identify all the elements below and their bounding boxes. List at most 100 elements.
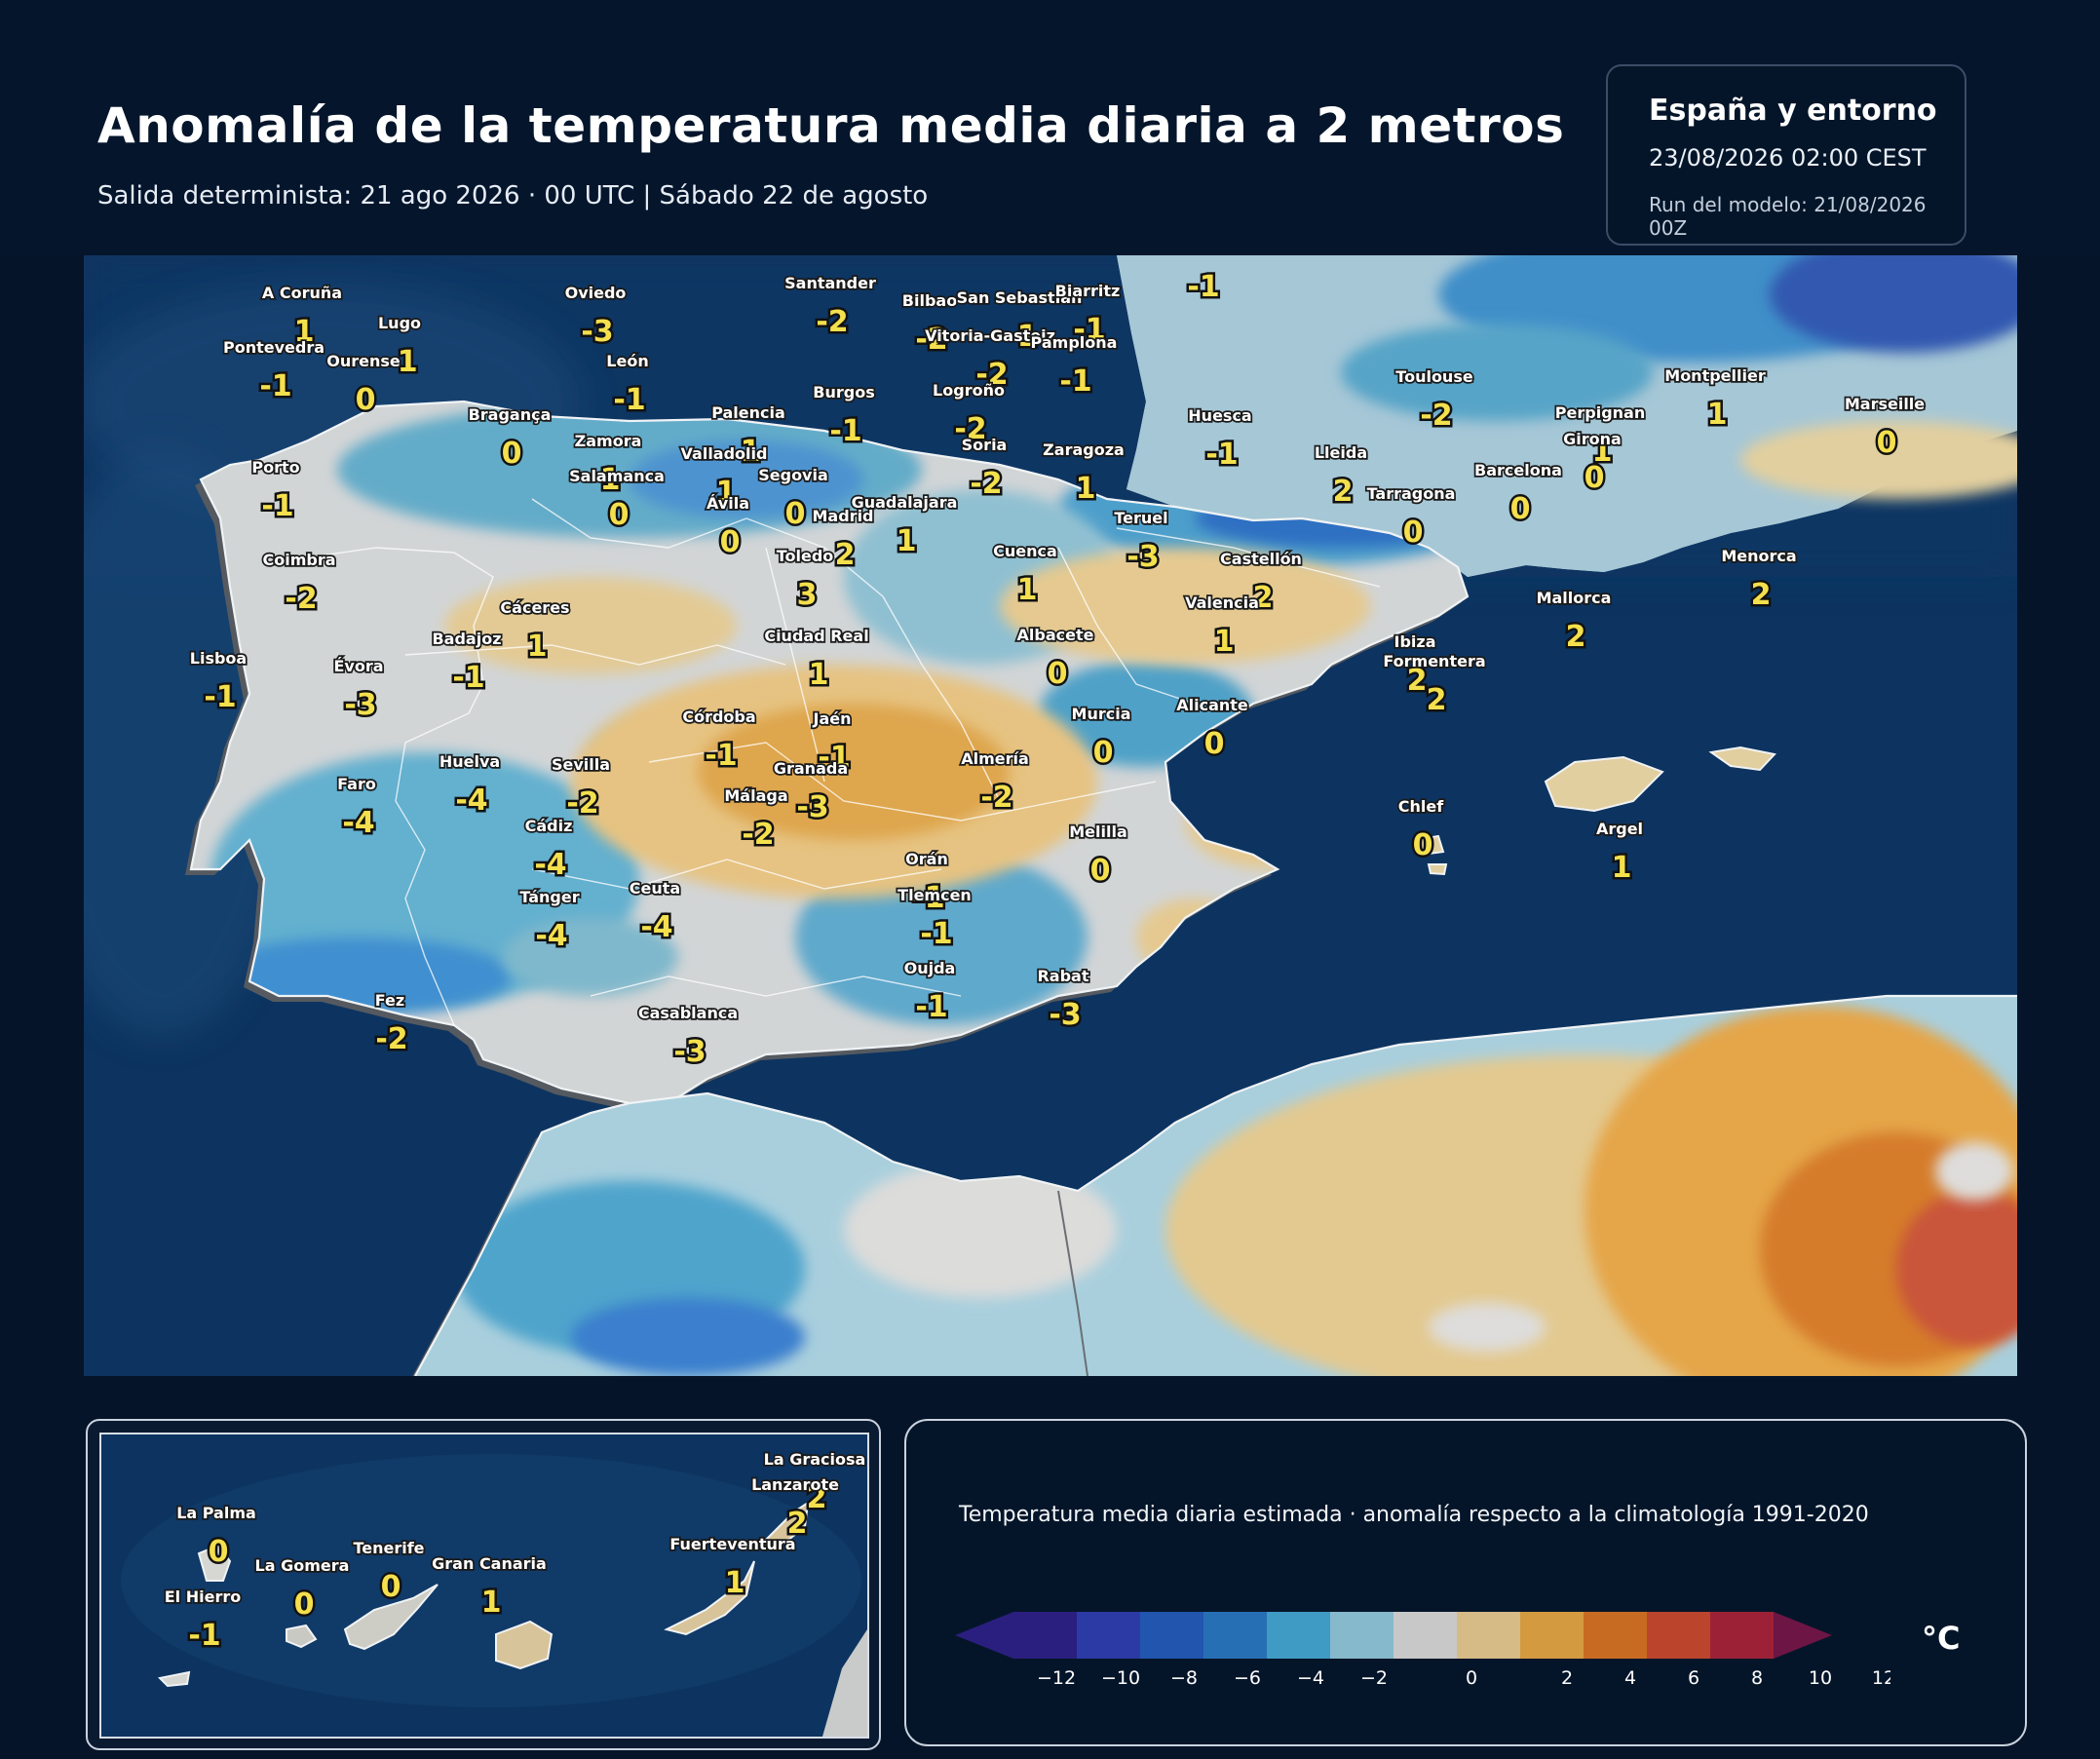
- anomaly-value-tanger: -4: [535, 919, 567, 953]
- place-label-la-gomera: La Gomera: [255, 1556, 350, 1575]
- anomaly-value-santander: -2: [816, 305, 848, 339]
- anomaly-value-a-coruna: 1: [294, 315, 315, 349]
- anomaly-value-alicante: 0: [1204, 727, 1225, 761]
- colorbar-cell: [1647, 1612, 1711, 1659]
- legend-panel: Temperatura media diaria estimada · anom…: [904, 1419, 2027, 1746]
- place-label-malaga: Málaga: [724, 786, 787, 805]
- place-label-oran: Orán: [905, 850, 948, 868]
- anomaly-value-huelva: -4: [455, 784, 487, 818]
- anomaly-value-rabat: -3: [1049, 998, 1081, 1032]
- place-label-caceres: Cáceres: [500, 598, 569, 617]
- place-label-formentera: Formentera: [1383, 652, 1485, 670]
- place-label-santander: Santander: [784, 274, 876, 292]
- header: Anomalía de la temperatura media diaria …: [0, 0, 2100, 255]
- main-map[interactable]: Bordeaux -1 A Coruña 1 Lugo -1 Oviedo -3 Santand…: [84, 255, 2017, 1376]
- place-label-montpellier: Montpellier: [1664, 366, 1766, 385]
- place-label-tenerife: Tenerife: [353, 1539, 424, 1557]
- place-label-coimbra: Coimbra: [262, 551, 335, 569]
- anomaly-value-tlemcen: -1: [920, 917, 952, 951]
- place-label-fuerteventura: Fuerteventura: [669, 1535, 795, 1553]
- place-label-oujda: Oujda: [904, 959, 956, 977]
- place-label-cordoba: Córdoba: [682, 707, 755, 726]
- colorbar-cell: [1140, 1612, 1204, 1659]
- colorbar-tick: 4: [1624, 1667, 1636, 1689]
- anomaly-value-granada: -3: [796, 790, 828, 824]
- anomaly-value-girona: 0: [1585, 461, 1605, 495]
- anomaly-value-braganca: 0: [502, 437, 522, 471]
- place-label-pontevedra: Pontevedra: [223, 338, 325, 357]
- anomaly-value-perpignan: 1: [1592, 435, 1613, 469]
- place-label-gran-canaria: Gran Canaria: [432, 1554, 547, 1573]
- anomaly-value-oran: -1: [912, 881, 944, 915]
- place-label-guadalajara: Guadalajara: [852, 493, 958, 512]
- anomaly-value-caceres: 1: [527, 630, 548, 664]
- place-label-faro: Faro: [337, 775, 376, 793]
- place-label-valencia: Valencia: [1185, 593, 1259, 612]
- place-label-porto: Porto: [251, 458, 299, 477]
- anomaly-value-formentera: 2: [1427, 683, 1447, 717]
- anomaly-value-zaragoza: 1: [1076, 472, 1096, 506]
- place-label-badajoz: Badajoz: [432, 630, 501, 648]
- place-label-marseille: Marseille: [1845, 395, 1925, 413]
- place-label-lugo: Lugo: [378, 314, 421, 332]
- place-label-lisboa: Lisboa: [190, 649, 247, 668]
- anomaly-value-oviedo: -3: [581, 315, 613, 349]
- place-label-huesca: Huesca: [1188, 406, 1251, 425]
- place-label-la-graciosa: La Graciosa: [764, 1450, 866, 1469]
- anomaly-value-avila: 0: [720, 525, 741, 559]
- place-label-palencia: Palencia: [711, 403, 785, 422]
- place-label-almeria: Almería: [961, 749, 1029, 768]
- place-label-valladolid: Valladolid: [681, 444, 768, 463]
- anomaly-value-pamplona: -1: [1059, 364, 1091, 399]
- anomaly-value-segovia: 0: [785, 497, 806, 531]
- anomaly-value-guadalajara: 1: [897, 524, 917, 558]
- place-label-cadiz: Cádiz: [525, 817, 573, 835]
- place-label-bordeaux: Bordeaux: [1160, 255, 1244, 257]
- model-run: Run del modelo: 21/08/2026 00Z: [1649, 193, 1927, 240]
- colorbar-cell: [1394, 1612, 1458, 1659]
- anomaly-value-teruel: -3: [1126, 540, 1159, 574]
- anomaly-value-sevilla: -2: [566, 786, 598, 821]
- colorbar-max-arrow: [1774, 1612, 1832, 1659]
- anomaly-value-biarritz: -1: [1073, 313, 1105, 347]
- anomaly-value-bilbao: -2: [915, 323, 947, 357]
- canary-islands-map[interactable]: La Graciosa 2 Lanzarote 2 La Palma 0 Tenerife 0…: [99, 1433, 869, 1739]
- place-label-oviedo: Oviedo: [565, 284, 627, 302]
- place-label-jaen: Jaén: [813, 709, 852, 728]
- anomaly-value-tenerife: 0: [381, 1570, 401, 1604]
- place-label-lleida: Lleida: [1315, 443, 1367, 462]
- colorbar-min-arrow: [955, 1612, 1013, 1659]
- anomaly-value-la-graciosa: 2: [807, 1481, 827, 1515]
- anomaly-value-faro: -4: [342, 806, 374, 840]
- place-label-tarragona: Tarragona: [1367, 484, 1456, 503]
- colorbar-tick: −2: [1360, 1667, 1388, 1689]
- place-label-a-coruna: A Coruña: [262, 284, 342, 302]
- place-label-girona: Girona: [1563, 430, 1622, 448]
- colorbar-tick: 8: [1751, 1667, 1763, 1689]
- anomaly-value-toulouse: -2: [1420, 399, 1452, 433]
- canary-islands-inset: La Graciosa 2 Lanzarote 2 La Palma 0 Tenerife 0…: [86, 1419, 881, 1750]
- anomaly-value-lisboa: -1: [204, 680, 236, 714]
- place-label-tlemcen: Tlemcen: [897, 886, 972, 904]
- place-label-logrono: Logroño: [933, 381, 1005, 400]
- place-label-alicante: Alicante: [1176, 696, 1248, 714]
- colorbar-tick: 10: [1809, 1667, 1832, 1689]
- place-label-castellon: Castellón: [1220, 550, 1302, 568]
- place-label-rabat: Rabat: [1037, 967, 1088, 985]
- anomaly-value-porto: -1: [261, 489, 293, 523]
- anomaly-value-evora: -3: [344, 688, 376, 722]
- place-label-ciudad-real: Ciudad Real: [764, 627, 868, 645]
- colorbar-cell: [1077, 1612, 1141, 1659]
- colorbar-tick: 6: [1688, 1667, 1699, 1689]
- anomaly-value-la-palma: 0: [209, 1535, 229, 1569]
- anomaly-value-castellon: 2: [1253, 581, 1274, 615]
- anomaly-value-madrid: 2: [835, 538, 856, 572]
- place-label-huelva: Huelva: [439, 752, 500, 771]
- anomaly-value-marseille: 0: [1877, 426, 1897, 460]
- anomaly-value-mallorca: 2: [1566, 620, 1586, 654]
- place-label-murcia: Murcia: [1072, 705, 1131, 723]
- anomaly-value-cordoba: -1: [705, 739, 737, 773]
- anomaly-value-fez: -2: [375, 1022, 407, 1056]
- anomaly-value-badajoz: -1: [452, 661, 484, 695]
- place-label-teruel: Teruel: [1114, 509, 1167, 527]
